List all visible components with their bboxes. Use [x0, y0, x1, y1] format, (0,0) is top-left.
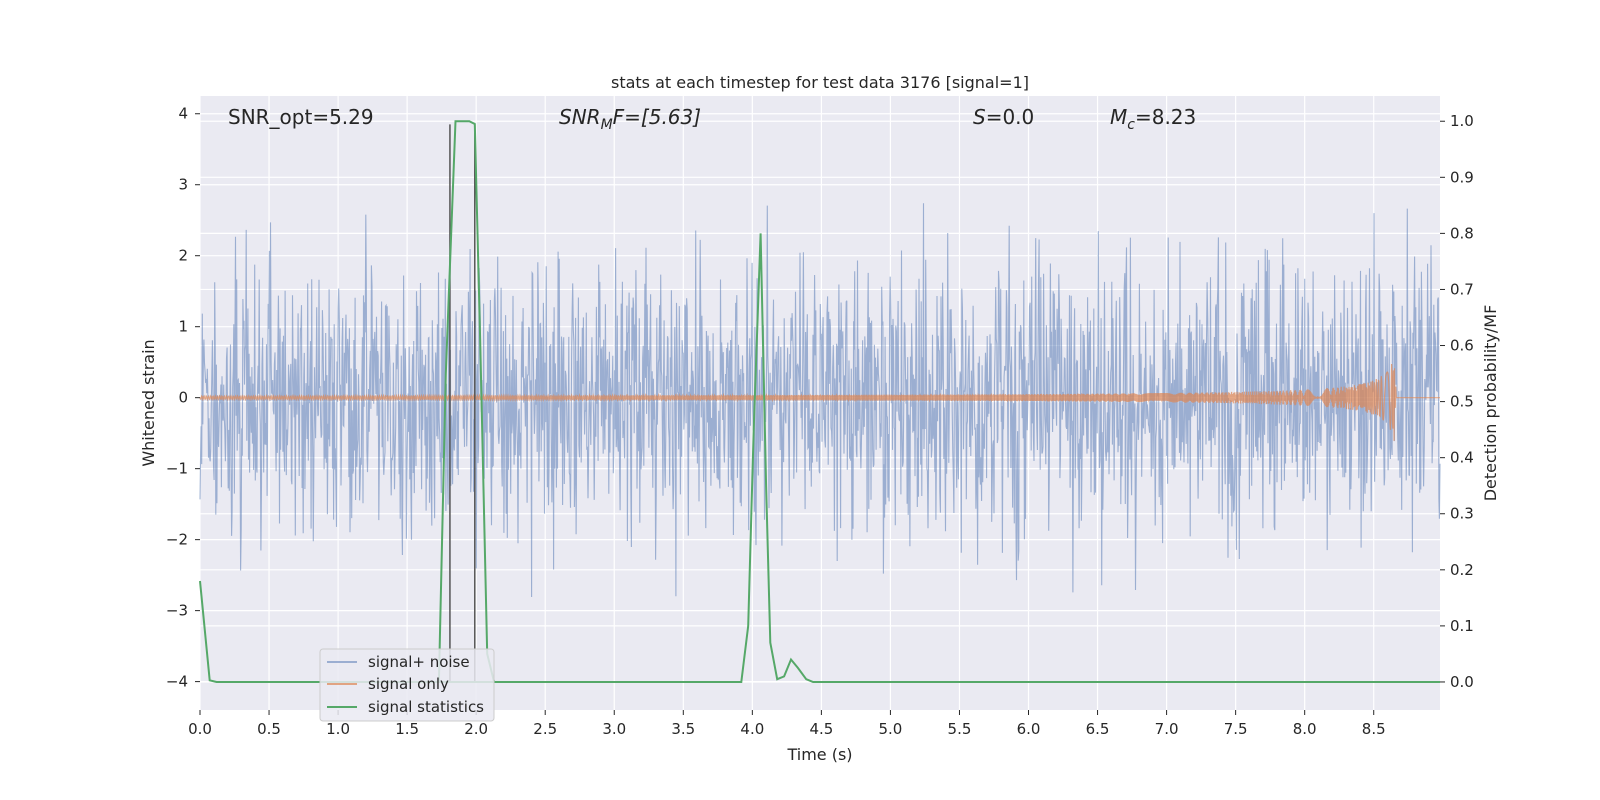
annotation-s: S=0.0 — [973, 105, 1034, 129]
legend-label-signal-noise: signal+ noise — [368, 653, 470, 671]
legend-label-signal-only: signal only — [368, 675, 449, 693]
x-tick-label: 0.5 — [257, 720, 281, 738]
y-right-tick-label: 0.8 — [1450, 224, 1474, 242]
x-tick-label: 3.0 — [602, 720, 626, 738]
x-tick-label: 3.5 — [671, 720, 695, 738]
x-tick-label: 4.5 — [809, 720, 833, 738]
x-tick-label: 5.5 — [948, 720, 972, 738]
y-left-tick-label: 0 — [178, 389, 188, 407]
y-axis-right: 1.0 0.9 0.8 0.7 0.6 0.5 0.4 0.3 0.2 0.1 0.0 — [1440, 112, 1474, 691]
x-tick-label: 2.5 — [533, 720, 557, 738]
annotation-mc-sub: c — [1127, 117, 1135, 133]
signal-statistics-series — [199, 120, 1440, 683]
y-right-tick-label: 0.7 — [1450, 280, 1474, 298]
signal-statistics-line — [199, 233, 1440, 683]
noise-series — [199, 203, 1441, 598]
signal-noise-line — [199, 203, 1441, 598]
signal-statistics-line — [437, 120, 496, 683]
y-right-tick-label: 0.4 — [1450, 449, 1474, 467]
y-axis-left-label: Whitened strain — [139, 339, 158, 466]
y-right-tick-label: 0.9 — [1450, 168, 1474, 186]
x-axis-label: Time (s) — [786, 745, 852, 764]
y-right-tick-label: 0.6 — [1450, 337, 1474, 355]
signal-only-series — [199, 363, 1440, 441]
annotation-snr-mf: SNRMF=[5.63] — [559, 105, 701, 133]
x-tick-label: 8.0 — [1293, 720, 1317, 738]
x-tick-label: 0.0 — [188, 720, 212, 738]
annotation-snr-mf-prefix: SNR — [559, 105, 601, 129]
vertical-markers — [449, 124, 476, 682]
y-right-tick-label: 1.0 — [1450, 112, 1474, 130]
x-tick-label: 8.5 — [1362, 720, 1386, 738]
y-right-tick-label: 0.1 — [1450, 617, 1474, 635]
y-axis-right-label: Detection probability/MF — [1481, 305, 1500, 502]
y-right-tick-label: 0.5 — [1450, 393, 1474, 411]
x-tick-label: 1.5 — [395, 720, 419, 738]
chart-title: stats at each timestep for test data 317… — [611, 73, 1029, 92]
y-right-tick-label: 0.2 — [1450, 561, 1474, 579]
annotation-snr-mf-sub: M — [601, 117, 613, 133]
y-left-tick-label: −3 — [166, 602, 188, 620]
x-tick-label: 6.5 — [1086, 720, 1110, 738]
legend-label-signal-statistics: signal statistics — [368, 698, 484, 716]
y-left-tick-label: 2 — [178, 247, 188, 265]
y-left-tick-label: −4 — [166, 673, 188, 691]
legend: signal+ noise signal only signal statist… — [319, 648, 495, 722]
annotation-snr-opt: SNR_opt=5.29 — [228, 105, 374, 129]
annotation-mc-suffix: =8.23 — [1135, 105, 1196, 129]
annotation-mc: Mc=8.23 — [1110, 105, 1196, 133]
x-axis: 0.0 0.5 1.0 1.5 2.0 2.5 3.0 3.5 4.0 4.5 5.0 5.5 6.0 6… — [188, 710, 1386, 738]
y-left-tick-label: 3 — [178, 176, 188, 194]
x-tick-label: 2.0 — [464, 720, 488, 738]
x-tick-label: 4.0 — [740, 720, 764, 738]
annotation-mc-prefix: M — [1110, 105, 1127, 129]
y-right-tick-label: 0.0 — [1450, 673, 1474, 691]
x-tick-label: 1.0 — [326, 720, 350, 738]
legend-box — [319, 648, 495, 722]
annotation-s-prefix: S — [973, 105, 986, 129]
x-tick-label: 5.0 — [878, 720, 902, 738]
x-tick-label: 6.0 — [1017, 720, 1041, 738]
y-axis-left: 4 3 2 1 0 −1 −2 −3 −4 — [166, 105, 200, 691]
y-left-tick-label: 1 — [178, 318, 188, 336]
y-right-tick-label: 0.3 — [1450, 505, 1474, 523]
signal-only-line — [199, 363, 1440, 441]
annotation-snr-mf-suffix: F=[5.63] — [613, 105, 701, 129]
y-left-tick-label: −1 — [166, 460, 188, 478]
y-left-tick-label: 4 — [178, 105, 188, 123]
x-tick-label: 7.0 — [1155, 720, 1179, 738]
annotation-s-suffix: =0.0 — [986, 105, 1035, 129]
y-left-tick-label: −2 — [166, 531, 188, 549]
x-tick-label: 7.5 — [1224, 720, 1248, 738]
